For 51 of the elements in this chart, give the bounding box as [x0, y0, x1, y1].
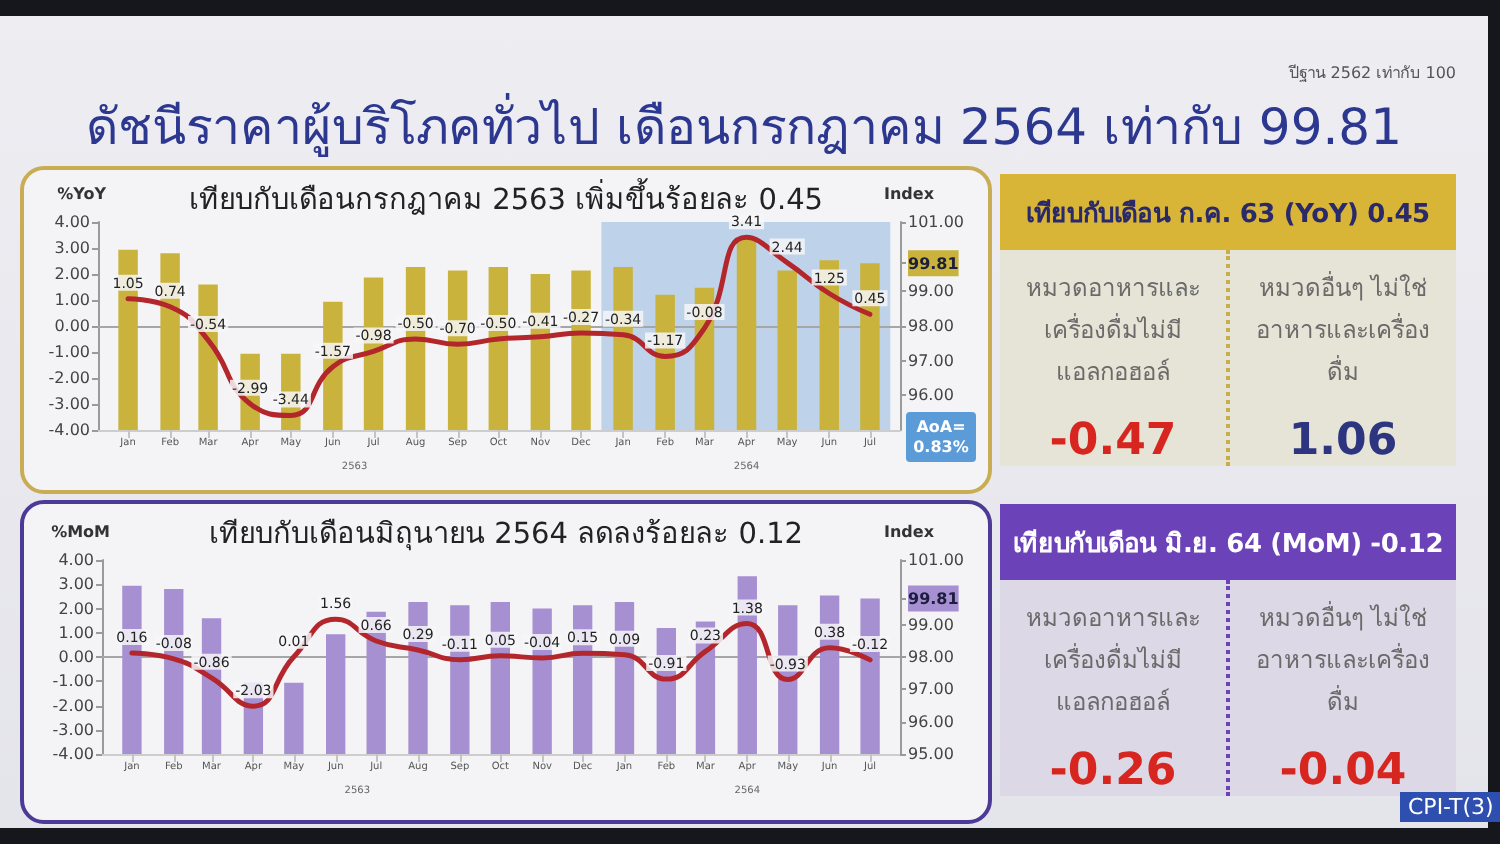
text: หมวดอื่นๆ ไม่ใช่อาหารและเครื่องดื่ม — [1254, 599, 1432, 720]
y-axis-title: %YoY — [57, 185, 107, 203]
y2-tick-label: 99.00 — [908, 615, 954, 634]
chart-title: เทียบกับเดือนกรกฎาคม 2563 เพิ่มขึ้นร้อยละ 0.45 — [188, 177, 824, 217]
y2-tick-label: 101.00 — [908, 551, 964, 569]
text: AoA= 0.83% — [911, 417, 971, 457]
text: 1.06 — [1288, 416, 1398, 466]
y2-tick-label: 96.00 — [908, 712, 954, 731]
y2-tick-label: 101.00 — [908, 213, 964, 231]
text: หมวดอาหารและเครื่องดื่มไม่มีแอลกอฮอล์ — [1024, 272, 1202, 390]
y2-tick-label: 96.00 — [908, 386, 954, 405]
text: -0.26 — [1049, 746, 1177, 796]
y-tick-label: 3.00 — [58, 575, 94, 594]
text: CPI-T(3) — [1408, 794, 1494, 820]
y-tick-label: 2.00 — [58, 599, 94, 618]
y-tick-label: 1.00 — [54, 291, 90, 309]
text: -0.47 — [1049, 416, 1177, 466]
y-tick-label: 4.00 — [54, 213, 90, 231]
y2-tick-label: 99.81 — [908, 590, 960, 609]
y-tick-label: -1.00 — [52, 672, 94, 691]
y-axis-title: %MoM — [51, 523, 111, 541]
y-tick-label: 3.00 — [54, 239, 90, 257]
text: ดัชนีราคาผู้บริโภคทั่วไป เดือนกรกฎาคม 2564 เท่ากับ 99.81 — [84, 91, 1404, 161]
y-tick-label: -3.00 — [48, 395, 90, 413]
text: เทียบกับเดือน มิ.ย. 64 (MoM) -0.12 — [1000, 504, 1456, 580]
y-tick-label: 4.00 — [58, 551, 94, 569]
y2-tick-label: 99.81 — [908, 255, 960, 274]
text: ปีฐาน 2562 เท่ากับ 100 — [1289, 62, 1456, 86]
y2-tick-label: 97.00 — [908, 351, 954, 370]
y2-tick-label: 97.00 — [908, 680, 954, 699]
y-tick-label: 1.00 — [58, 623, 94, 642]
y-tick-label: -4.00 — [48, 421, 90, 439]
y2-axis-title: Index — [884, 523, 936, 541]
y-tick-label: 0.00 — [54, 317, 90, 335]
text: หมวดอาหารและเครื่องดื่มไม่มีแอลกอฮอล์ — [1024, 602, 1202, 720]
y-tick-label: -2.00 — [52, 696, 94, 715]
y2-tick-label: 98.00 — [908, 317, 954, 335]
y-tick-label: -3.00 — [52, 720, 94, 739]
text: เทียบกับเดือน ก.ค. 63 (YoY) 0.45 — [1000, 174, 1456, 250]
y-tick-label: -1.00 — [48, 343, 90, 361]
text: -0.04 — [1279, 746, 1407, 796]
y-tick-label: 0.00 — [58, 648, 94, 666]
y-tick-label: -4.00 — [52, 745, 94, 763]
y2-tick-label: 99.00 — [908, 282, 954, 301]
y-tick-label: -2.00 — [48, 369, 90, 387]
y2-tick-label: 98.00 — [908, 648, 954, 666]
y-tick-label: 2.00 — [54, 265, 90, 283]
y2-axis-title: Index — [884, 185, 936, 203]
y2-tick-label: 95.00 — [908, 745, 954, 763]
text: หมวดอื่นๆ ไม่ใช่อาหารและเครื่องดื่ม — [1254, 269, 1432, 390]
chart-title: เทียบกับเดือนมิถุนายน 2564 ลดลงร้อยละ 0.12 — [208, 517, 804, 551]
